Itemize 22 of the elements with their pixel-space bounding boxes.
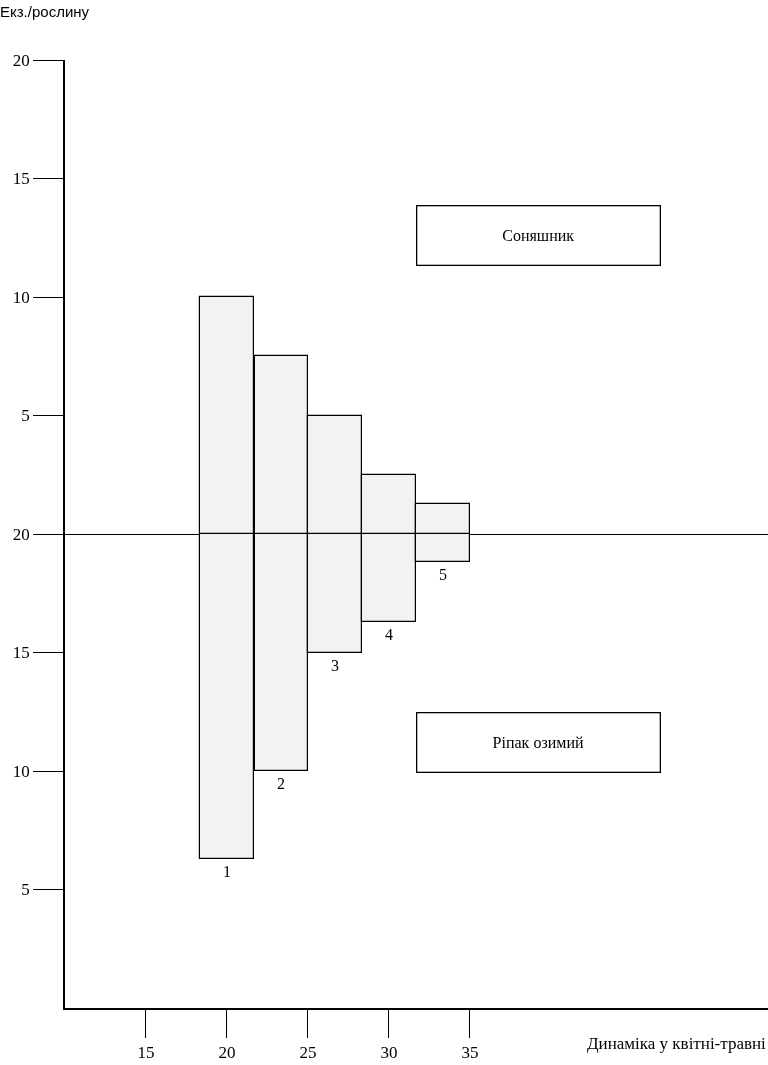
y-tick-label: 10	[12, 287, 30, 307]
annotation: 1	[223, 863, 231, 880]
x-tick-label: 20	[218, 1043, 236, 1063]
y-tick-label: 15	[12, 169, 30, 189]
y-tick-label: 20	[12, 524, 30, 544]
x-tick-label: 30	[380, 1043, 398, 1063]
annotation: 5	[439, 566, 447, 583]
x-tick-label: 25	[299, 1043, 317, 1063]
annotation: 2	[277, 775, 285, 792]
y-axis-title: Екз./рослину	[0, 3, 90, 20]
y-tick-label: 5	[21, 406, 30, 426]
annotation: 3	[331, 657, 339, 674]
x-axis-title: Динаміка у квітні-травні	[587, 1034, 767, 1053]
x-tick-label: 35	[461, 1043, 479, 1063]
y-tick-label: 15	[12, 643, 30, 663]
y-tick-label: 20	[12, 50, 30, 70]
annotation: Соняшник	[502, 226, 575, 244]
annotation: 4	[385, 626, 393, 643]
x-tick-label: 15	[137, 1043, 155, 1063]
annotation: Ріпак озимий	[492, 733, 584, 751]
y-tick-label: 10	[12, 761, 30, 781]
y-tick-label: 5	[21, 880, 30, 900]
